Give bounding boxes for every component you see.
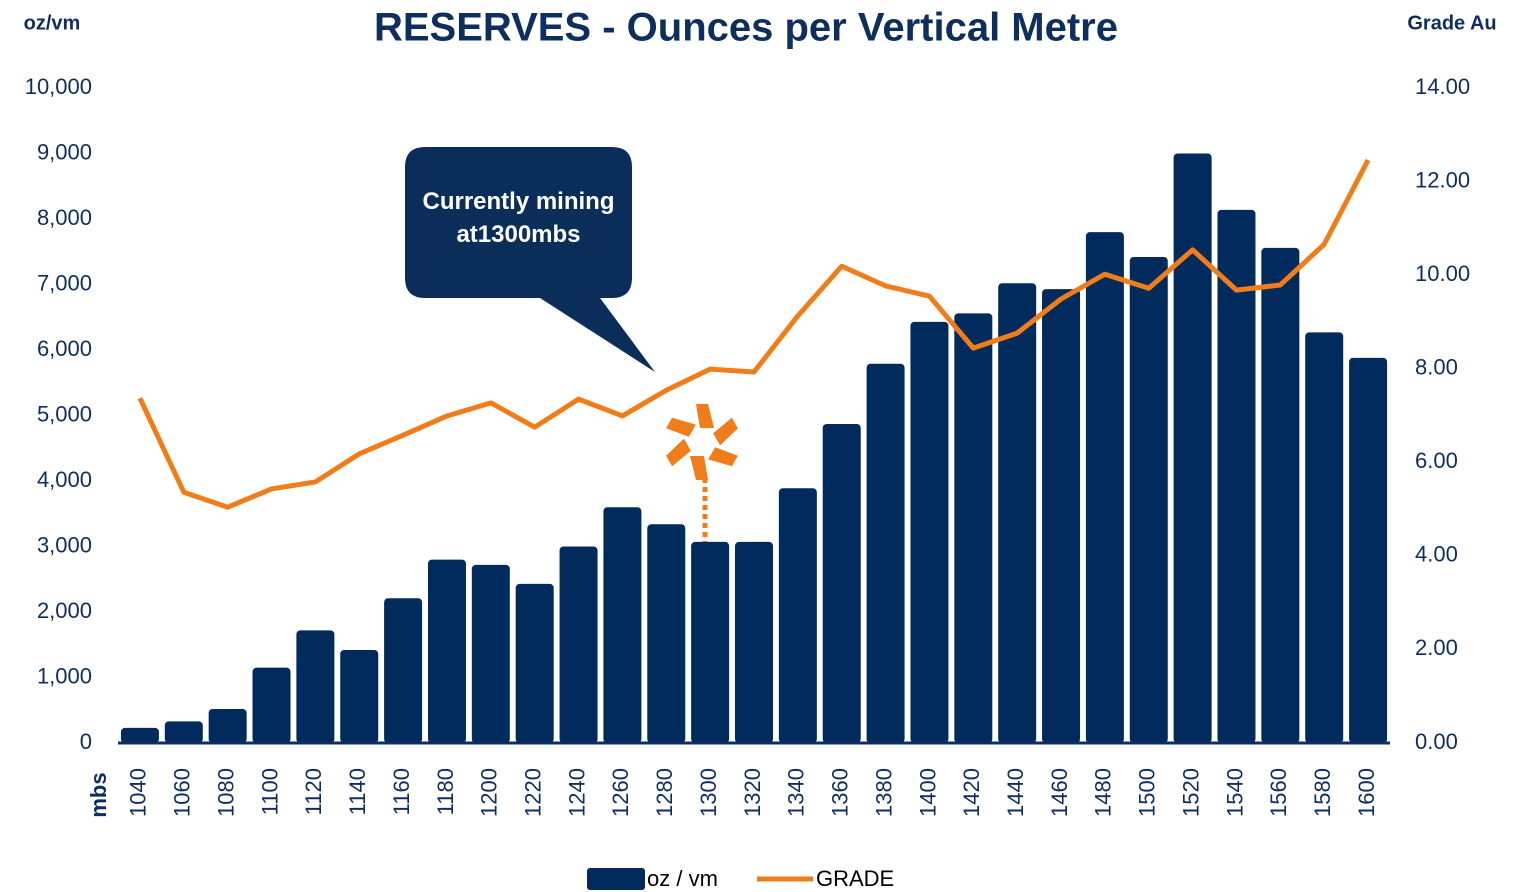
legend-swatch xyxy=(587,868,645,890)
y-tick-label: 1,000 xyxy=(37,663,92,688)
bar xyxy=(1042,289,1081,743)
x-tick-label: 1380 xyxy=(871,768,896,817)
x-tick-label: 1260 xyxy=(608,768,633,817)
bar xyxy=(998,283,1037,743)
y2-tick-label: 2.00 xyxy=(1415,635,1458,660)
y-tick-label: 5,000 xyxy=(37,401,92,426)
bar xyxy=(735,541,773,743)
y2-tick-label: 10.00 xyxy=(1415,261,1470,286)
bar xyxy=(427,559,466,743)
y2-tick-label: 12.00 xyxy=(1415,167,1470,192)
mine-icon xyxy=(666,404,738,480)
bar xyxy=(1261,247,1300,743)
x-tick-label: 1420 xyxy=(959,768,984,817)
bar xyxy=(1173,153,1212,743)
x-tick-label: 1480 xyxy=(1091,768,1116,817)
y2-tick-label: 0.00 xyxy=(1415,729,1458,754)
bar xyxy=(1085,232,1124,743)
x-tick-label: 1200 xyxy=(477,768,502,817)
x-tick-label: 1060 xyxy=(170,768,195,817)
y2-axis-label: Grade Au xyxy=(1407,12,1496,34)
x-tick-label: 1300 xyxy=(696,768,721,817)
bar xyxy=(866,363,905,743)
bar xyxy=(384,598,423,743)
y-tick-label: 2,000 xyxy=(37,598,92,623)
bar xyxy=(603,507,642,743)
x-tick-label: 1220 xyxy=(521,768,546,817)
bar xyxy=(296,630,335,743)
bar xyxy=(778,488,817,743)
bar xyxy=(252,667,291,743)
y-tick-label: 0 xyxy=(80,729,92,754)
x-tick-label: 1460 xyxy=(1047,768,1072,817)
y2-tick-label: 6.00 xyxy=(1415,448,1458,473)
bar xyxy=(515,583,554,743)
bar xyxy=(1349,357,1388,743)
x-tick-label: 1360 xyxy=(828,768,853,817)
x-tick-label: 1560 xyxy=(1266,768,1291,817)
bar xyxy=(120,727,159,743)
bar xyxy=(647,524,686,743)
bar xyxy=(471,564,510,743)
grade-line xyxy=(137,158,1371,510)
legend-label: oz / vm xyxy=(647,866,718,891)
y2-tick-label: 8.00 xyxy=(1415,355,1458,380)
chart-title: RESERVES - Ounces per Vertical Metre xyxy=(374,6,1118,50)
bar xyxy=(164,721,203,743)
y-tick-label: 3,000 xyxy=(37,532,92,557)
legend-label: GRADE xyxy=(816,866,894,891)
x-axis-label: mbs xyxy=(86,772,111,817)
x-tick-label: 1240 xyxy=(564,768,589,817)
annotation: Currently mining at1300mbs xyxy=(422,188,615,248)
x-tick-label: 1140 xyxy=(345,768,370,815)
callout-bubble xyxy=(405,147,655,372)
x-tick-label: 1580 xyxy=(1310,768,1335,817)
x-tick-label: 1400 xyxy=(915,768,940,817)
x-tick-label: 1080 xyxy=(213,768,238,817)
bar xyxy=(559,546,598,743)
y-tick-label: 6,000 xyxy=(37,336,92,361)
x-tick-label: 1100 xyxy=(257,768,282,815)
x-tick-label: 1040 xyxy=(126,768,151,817)
y-tick-label: 9,000 xyxy=(37,139,92,164)
x-tick-label: 1440 xyxy=(1003,768,1028,817)
x-tick-label: 1320 xyxy=(740,768,765,817)
x-tick-label: 1520 xyxy=(1178,768,1203,817)
bar xyxy=(1305,332,1344,743)
y2-tick-label: 4.00 xyxy=(1415,542,1458,567)
x-tick-label: 1180 xyxy=(433,768,458,815)
x-tick-label: 1280 xyxy=(652,768,677,817)
x-tick-label: 1540 xyxy=(1222,768,1247,817)
bar xyxy=(340,649,379,743)
x-tick-label: 1120 xyxy=(301,768,326,815)
y2-tick-label: 14.00 xyxy=(1415,74,1470,99)
bar xyxy=(691,541,730,743)
x-tick-label: 1500 xyxy=(1135,768,1160,817)
y-tick-label: 10,000 xyxy=(25,74,92,99)
bar xyxy=(208,708,247,743)
y-axis-label: oz/vm xyxy=(24,12,81,34)
y-tick-label: 4,000 xyxy=(37,467,92,492)
x-tick-label: 1600 xyxy=(1354,768,1379,817)
bar xyxy=(1129,256,1168,743)
x-tick-label: 1340 xyxy=(784,768,809,817)
bar xyxy=(822,424,861,743)
bar xyxy=(1217,209,1256,743)
bar xyxy=(954,313,993,743)
x-tick-label: 1160 xyxy=(389,768,414,815)
y-tick-label: 7,000 xyxy=(37,270,92,295)
bar xyxy=(910,321,949,743)
y-tick-label: 8,000 xyxy=(37,205,92,230)
